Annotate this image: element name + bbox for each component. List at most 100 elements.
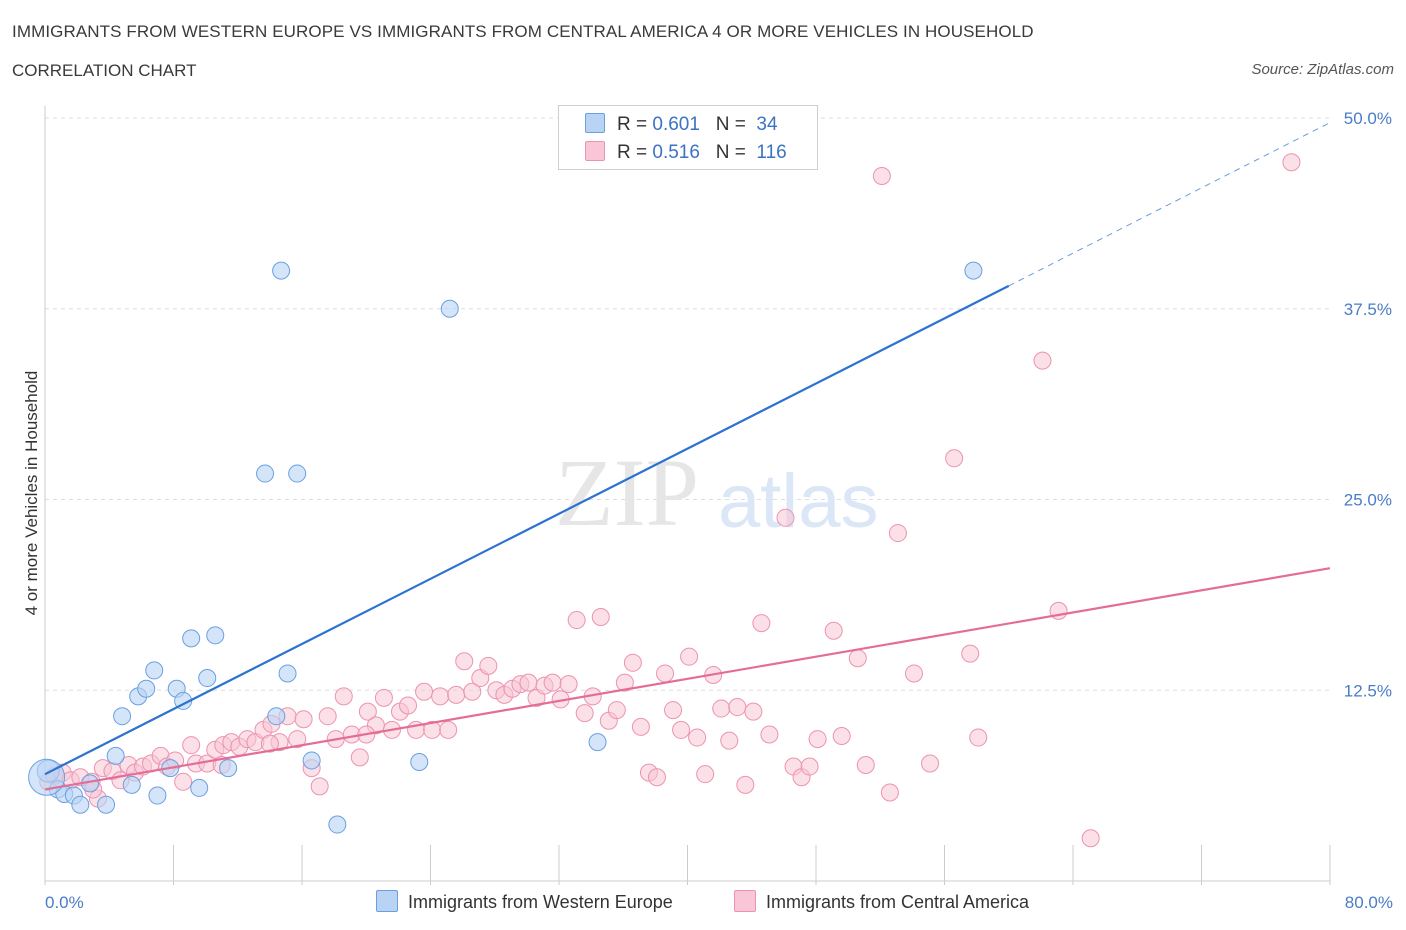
data-point (856, 756, 875, 775)
data-point (888, 524, 907, 543)
data-point (455, 652, 474, 671)
grid-lines (45, 117, 1330, 691)
data-point (921, 754, 940, 773)
trend-lines (44, 122, 1331, 791)
data-point (808, 730, 827, 749)
data-point (256, 464, 275, 483)
data-point (688, 728, 707, 747)
data-point (334, 687, 353, 706)
data-point (1282, 153, 1301, 172)
data-point (447, 685, 466, 704)
chart-subtitle: CORRELATION CHART (12, 61, 197, 80)
legend-r-value: 0.601 (652, 114, 700, 135)
data-point (328, 815, 347, 834)
y-tick-label: 12.5% (1344, 681, 1392, 700)
data-point (647, 768, 666, 787)
legend-row-central-america: R = 0.516 N = 116 (585, 141, 787, 164)
data-point (288, 730, 307, 749)
data-point (631, 717, 650, 736)
data-point (744, 702, 763, 721)
data-point (148, 786, 167, 805)
data-point (358, 702, 377, 721)
data-point (969, 728, 988, 747)
data-point (575, 704, 594, 723)
data-point (776, 508, 795, 527)
x-tick-label: 80.0% (1345, 893, 1393, 912)
data-point (302, 751, 321, 770)
data-point (1081, 829, 1100, 848)
y-tick-label: 25.0% (1344, 491, 1392, 510)
data-point (278, 664, 297, 683)
data-point (945, 449, 964, 468)
data-point (415, 682, 434, 701)
data-point (288, 464, 307, 483)
data-point (1033, 351, 1052, 370)
watermark-zip: ZIP (555, 439, 699, 546)
data-point (113, 707, 132, 726)
bottom-legend-western-europe: Immigrants from Western Europe (376, 890, 673, 913)
data-point (71, 795, 90, 814)
data-point (696, 765, 715, 784)
data-point (720, 731, 739, 750)
data-point (294, 710, 313, 729)
data-point (824, 621, 843, 640)
data-point (607, 701, 626, 720)
data-point (479, 656, 498, 675)
data-point (206, 626, 225, 645)
trend-line-extension (1008, 122, 1331, 287)
data-point (588, 733, 607, 752)
data-point (752, 614, 771, 633)
data-point (410, 752, 429, 771)
data-point (190, 778, 209, 797)
data-point (880, 783, 899, 802)
data-point (961, 644, 980, 663)
bottom-legend-central-america: Immigrants from Central America (734, 890, 1029, 913)
legend-n-value: 116 (756, 142, 787, 163)
tick-labels: 12.5% 25.0% 37.5% 50.0% 0.0% 80.0% (45, 109, 1393, 912)
y-axis-label: 4 or more Vehicles in Household (22, 371, 41, 616)
data-point (664, 701, 683, 720)
data-point (145, 661, 164, 680)
watermark-atlas: atlas (718, 459, 879, 544)
data-point (736, 775, 755, 794)
data-point (267, 707, 286, 726)
legend-row-western-europe: R = 0.601 N = 34 (585, 113, 778, 136)
data-point (272, 261, 291, 280)
data-point (463, 682, 482, 701)
axes (44, 106, 1331, 885)
correlation-legend: R = 0.601 N = 34 R = 0.516 N = 116 (558, 105, 818, 170)
data-point (519, 673, 538, 692)
data-point (97, 795, 116, 814)
data-point (431, 687, 450, 706)
data-point (760, 725, 779, 744)
data-point (680, 647, 699, 666)
data-point (559, 675, 578, 694)
data-point (439, 720, 458, 739)
data-point (106, 746, 125, 765)
data-point (440, 299, 459, 318)
data-point (399, 696, 418, 715)
data-point (800, 757, 819, 776)
data-point (623, 653, 642, 672)
data-point (350, 748, 369, 767)
source-label: Source: ZipAtlas.com (1251, 61, 1394, 78)
data-point (543, 673, 562, 692)
data-point (832, 727, 851, 746)
legend-swatch-blue (585, 113, 605, 133)
data-point (567, 611, 586, 630)
data-point (728, 698, 747, 717)
x-tick-label: 0.0% (45, 893, 84, 912)
western-europe-points (28, 261, 983, 834)
data-point (182, 736, 201, 755)
legend-n-value: 34 (756, 114, 778, 135)
legend-swatch-pink (585, 141, 605, 161)
data-point (904, 664, 923, 683)
data-point (198, 669, 217, 688)
data-point (182, 629, 201, 648)
chart-title: IMMIGRANTS FROM WESTERN EUROPE VS IMMIGR… (12, 22, 1034, 41)
data-point (318, 707, 337, 726)
data-point (964, 261, 983, 280)
data-point (656, 664, 675, 683)
data-point (615, 673, 634, 692)
